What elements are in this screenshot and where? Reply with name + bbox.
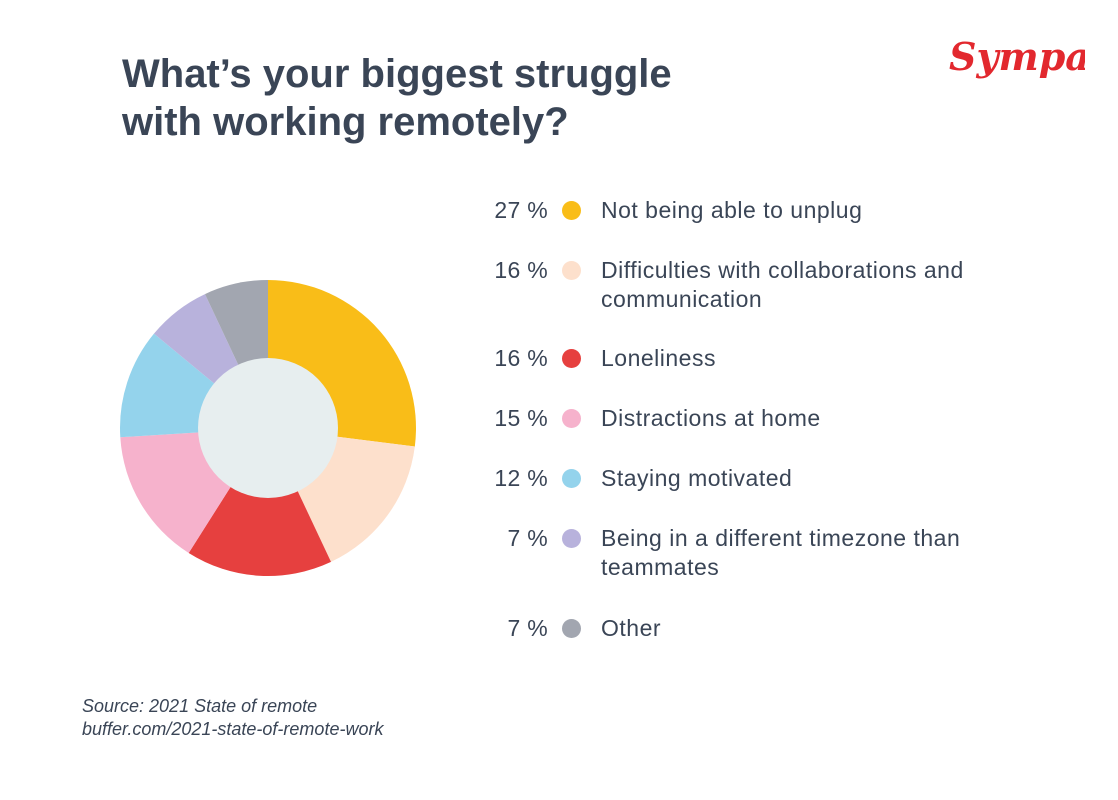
donut-slice-3 xyxy=(188,428,332,576)
source-line-1: Source: 2021 State of remote xyxy=(82,696,318,716)
legend-swatch-4 xyxy=(562,409,581,428)
legend-item-2: 16 % Difficulties with collaborations and… xyxy=(470,256,1090,314)
legend-label-3: Loneliness xyxy=(601,345,716,371)
legend-item-5: 12 % Staying motivated xyxy=(470,464,1090,493)
legend-value-6: 7 % xyxy=(507,525,548,551)
legend-swatch-6 xyxy=(562,529,581,548)
legend-value-2: 16 % xyxy=(494,257,548,283)
legend-value-1: 27 % xyxy=(494,197,548,223)
legend-label-1: Not being able to unplug xyxy=(601,197,863,223)
chart-title: What’s your biggest struggle with workin… xyxy=(122,50,822,146)
source-line-2: buffer.com/2021-state-of-remote-work xyxy=(82,719,384,739)
legend-item-7: 7 % Other xyxy=(470,614,1090,643)
legend-item-6: 7 % Being in a different timezone than te… xyxy=(470,524,1090,582)
legend-value-5: 12 % xyxy=(494,465,548,491)
chart-title-line-2: with working remotely? xyxy=(122,100,569,144)
donut-chart xyxy=(120,280,417,576)
legend-value-3: 16 % xyxy=(494,345,548,371)
legend-value-4: 15 % xyxy=(494,405,548,431)
sympa-logo: Sympa xyxy=(949,34,1085,79)
legend-label-6: Being in a different timezone than teamm… xyxy=(601,525,961,580)
legend-label-2: Difficulties with collaborations and com… xyxy=(601,257,964,312)
legend-label-7: Other xyxy=(601,615,662,641)
legend-label-4: Distractions at home xyxy=(601,405,821,431)
legend-item-1: 27 % Not being able to unplug xyxy=(470,196,1090,225)
legend-swatch-3 xyxy=(562,349,581,368)
donut-hole xyxy=(198,358,338,498)
sympa-logo-text: Sympa xyxy=(949,34,1085,79)
legend-swatch-7 xyxy=(562,619,581,638)
legend-swatch-5 xyxy=(562,469,581,488)
legend-value-7: 7 % xyxy=(507,615,548,641)
legend-item-4: 15 % Distractions at home xyxy=(470,404,1090,433)
legend-label-5: Staying motivated xyxy=(601,465,793,491)
legend-swatch-2 xyxy=(562,261,581,280)
legend-item-3: 16 % Loneliness xyxy=(470,344,1090,373)
legend-swatch-1 xyxy=(562,201,581,220)
chart-title-line-1: What’s your biggest struggle xyxy=(122,52,672,96)
source-note: Source: 2021 State of remote buffer.com/… xyxy=(82,695,383,741)
